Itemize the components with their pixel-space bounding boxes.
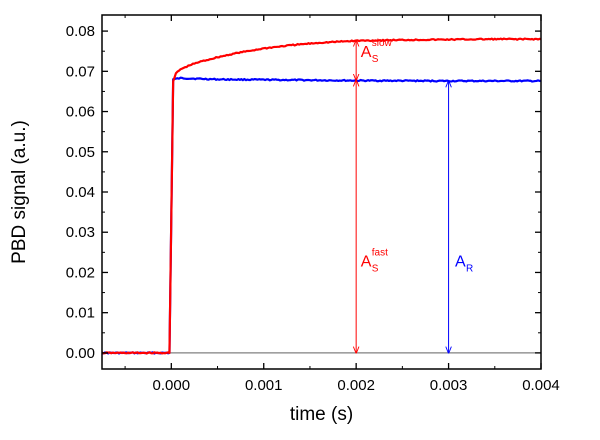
y-tick-label: 0.02 (66, 264, 95, 281)
annotation-subscript: R (466, 263, 473, 274)
x-tick-label: 0.002 (337, 377, 375, 394)
x-tick-label: 0.004 (522, 377, 560, 394)
annotation-main: A (455, 253, 466, 270)
x-tick-label: 0.000 (153, 377, 191, 394)
series-line-reference (101, 76, 542, 355)
annotation-main: A (361, 44, 372, 61)
y-tick-label: 0.06 (66, 104, 95, 121)
y-tick-label: 0.08 (66, 23, 95, 40)
x-tick-label: 0.001 (245, 377, 283, 394)
y-axis-title: PBD signal (a.u.) (9, 120, 30, 264)
x-tick-label: 0.003 (430, 377, 468, 394)
y-tick-label: 0.03 (66, 224, 95, 241)
y-tick-label: 0.07 (66, 63, 95, 80)
annotation-superscript: fast (372, 247, 388, 258)
y-tick-label: 0.00 (66, 345, 95, 362)
x-axis-title: time (s) (290, 404, 353, 425)
series-line-sample (101, 37, 542, 355)
plot-frame (101, 14, 542, 370)
y-tick-label: 0.01 (66, 305, 95, 322)
annotation-superscript: slow (372, 38, 393, 49)
annotation-subscript: S (372, 263, 379, 274)
y-tick-label: 0.05 (66, 144, 95, 161)
annotation-main: A (361, 253, 372, 270)
annotation-subscript: S (372, 54, 379, 65)
y-tick-label: 0.04 (66, 184, 95, 201)
